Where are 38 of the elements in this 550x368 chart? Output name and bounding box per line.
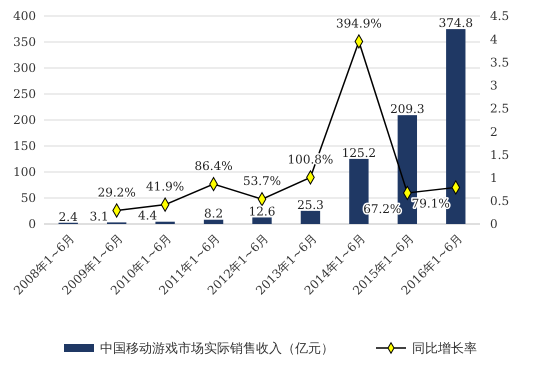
y-tick-label: 400	[13, 9, 36, 24]
y-tick-label: 150	[13, 139, 36, 154]
data-label: 2.4	[58, 210, 78, 224]
y2-tick-label: 2	[490, 124, 498, 139]
data-label: 8.2	[204, 206, 224, 221]
y2-tick-label: 4	[490, 32, 498, 46]
y2-tick-label: 2.5	[490, 102, 510, 116]
y2-tick-label: 1.5	[490, 148, 510, 162]
y-tick-label: 200	[13, 113, 36, 128]
data-label: 209.3	[390, 102, 425, 116]
data-label: 394.9%	[336, 16, 382, 30]
y-tick-label: 250	[13, 87, 36, 102]
data-label: 53.7%	[242, 174, 282, 188]
y-tick-label: 350	[13, 35, 36, 50]
y-tick-label: 100	[13, 165, 36, 180]
bar	[204, 220, 224, 224]
data-label: 3.1	[90, 209, 109, 224]
data-label: 125.2	[342, 146, 376, 160]
y2-tick-label: 3	[490, 78, 498, 93]
legend-label: 同比增长率	[412, 340, 477, 357]
data-label: 25.3	[297, 198, 324, 212]
y2-tick-label: 0	[490, 217, 498, 232]
y-tick-label: 0	[28, 217, 36, 232]
data-label: 41.9%	[146, 180, 184, 194]
y2-tick-label: 1	[490, 170, 498, 185]
data-label: 86.4%	[194, 159, 233, 174]
y2-tick-label: 4.5	[490, 9, 510, 24]
legend-label: 中国移动游戏市场实际销售收入（亿元）	[100, 342, 334, 357]
data-label: 12.6	[248, 204, 276, 218]
y2-tick-label: 0.5	[490, 194, 510, 208]
y-tick-label: 300	[13, 61, 36, 76]
data-label: 29.2%	[98, 186, 136, 200]
y-tick-label: 50	[20, 191, 36, 206]
y2-tick-label: 3.5	[490, 55, 510, 70]
bar	[300, 210, 320, 224]
data-label: 4.4	[138, 208, 158, 223]
bar	[252, 217, 272, 224]
data-label: 374.8	[438, 16, 473, 30]
